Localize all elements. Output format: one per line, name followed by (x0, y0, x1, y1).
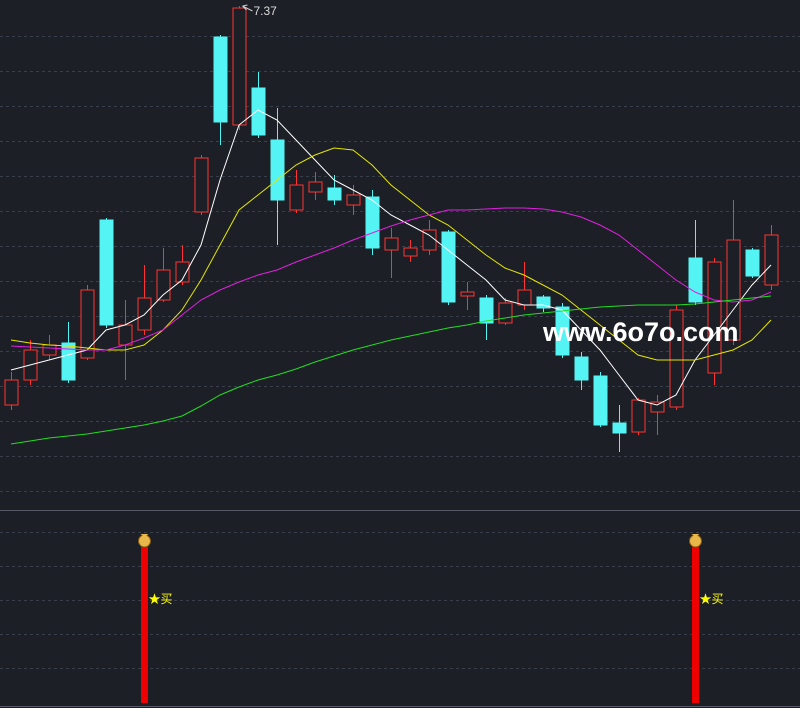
signal-bar (141, 545, 148, 703)
candle-body-down (327, 187, 342, 201)
candle-body-down (745, 249, 760, 277)
candle-body-down (593, 375, 608, 426)
candle-body-down (612, 422, 627, 434)
candle-body-down (365, 196, 380, 249)
candle-body-up (80, 289, 95, 359)
signal-bar (692, 545, 699, 703)
moving-average-line (10, 295, 772, 445)
money-bag-tie (140, 534, 149, 537)
candle-body-up (498, 302, 513, 324)
candle-body-up (669, 309, 684, 408)
candle-body-down (251, 87, 266, 136)
candle-body-up (517, 289, 532, 306)
candle-body-up (289, 184, 304, 211)
candle-body-up (42, 344, 57, 356)
signal-label: ★买 (149, 592, 173, 606)
grid (0, 36, 800, 669)
candle-body-up (726, 239, 741, 341)
candle-body-up (403, 247, 418, 257)
candle-body-down (479, 297, 494, 324)
candle-body-down (688, 257, 703, 303)
candle-body-up (650, 401, 665, 413)
candle-body-up (308, 181, 323, 193)
high-price-label: 7.37 (254, 4, 278, 18)
candle-body-down (555, 306, 570, 356)
watermark: www.6o7o.com (542, 317, 739, 347)
candle-body-up (384, 237, 399, 251)
moving-average-line (10, 207, 772, 351)
money-bag-tie (691, 534, 700, 537)
candle-body-up (631, 399, 646, 433)
candle-body-up (346, 194, 361, 206)
candle-body-up (232, 7, 247, 126)
moving-average-line (10, 147, 772, 361)
candle-body-up (707, 261, 722, 374)
candle-body-up (460, 291, 475, 297)
candle-body-up (156, 269, 171, 301)
candle-body-up (175, 261, 190, 283)
signal-label: ★买 (700, 592, 724, 606)
candle-body-down (536, 296, 551, 309)
candle-body-up (194, 157, 209, 213)
marks: 7.37 ★买 ★买 (4, 4, 779, 703)
candle-body-up (118, 324, 133, 346)
candle-body-down (213, 36, 228, 123)
candle-body-down (441, 231, 456, 303)
moving-average-line (10, 109, 772, 406)
candle-body-down (270, 139, 285, 201)
candle-body-down (574, 356, 589, 381)
candle-body-down (99, 219, 114, 326)
candle-body-down (61, 342, 76, 381)
annotation-arrow (242, 4, 253, 12)
candle-body-up (4, 379, 19, 406)
candle-body-up (764, 234, 779, 286)
